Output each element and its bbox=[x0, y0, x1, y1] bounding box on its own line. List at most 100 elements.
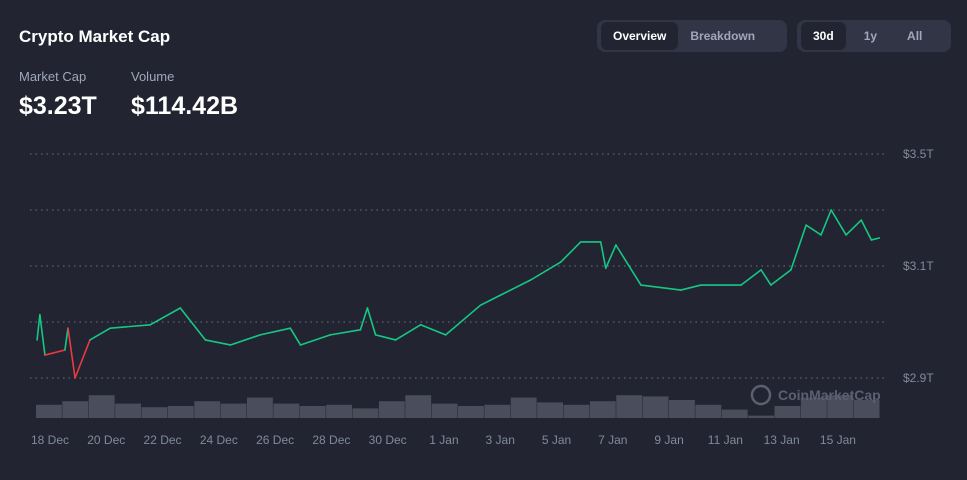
price-line-segment bbox=[149, 307, 182, 326]
market-cap-label: Market Cap bbox=[19, 69, 87, 84]
market-cap-value: $3.23T bbox=[19, 92, 97, 120]
price-line-segment bbox=[64, 327, 69, 351]
y-tick-label: $3.5T bbox=[903, 147, 934, 161]
volume-bar bbox=[247, 397, 273, 418]
volume-bar bbox=[537, 402, 563, 418]
volume-bar bbox=[62, 401, 89, 418]
volume-bar bbox=[563, 404, 590, 418]
price-line-segment bbox=[289, 327, 302, 346]
price-line-segment bbox=[830, 209, 847, 236]
volume-bar bbox=[458, 406, 484, 418]
volume-bar bbox=[88, 395, 115, 418]
volume-bar bbox=[36, 404, 62, 418]
x-tick-label: 22 Dec bbox=[144, 433, 182, 447]
price-line-segment bbox=[89, 327, 112, 341]
volume-bar bbox=[378, 401, 405, 418]
volume-bar bbox=[299, 406, 326, 418]
y-tick-label: $2.9T bbox=[903, 371, 934, 385]
tab-breakdown[interactable]: Breakdown bbox=[690, 29, 756, 43]
price-line-segment bbox=[499, 279, 532, 296]
price-line-segment bbox=[394, 323, 422, 341]
volume-bar bbox=[774, 406, 801, 418]
x-tick-label: 7 Jan bbox=[598, 433, 627, 447]
price-line-segment bbox=[39, 313, 46, 356]
volume-bar bbox=[167, 406, 194, 418]
price-line-segment bbox=[229, 334, 262, 346]
price-line-segment bbox=[680, 284, 702, 291]
price-line-segment bbox=[419, 323, 447, 336]
x-tick-label: 30 Dec bbox=[369, 433, 407, 447]
x-tick-label: 3 Jan bbox=[486, 433, 515, 447]
price-line-segment bbox=[259, 327, 292, 336]
price-line-segment bbox=[374, 334, 397, 341]
volume-bar bbox=[642, 396, 669, 418]
volume-bar bbox=[352, 408, 379, 418]
volume-bar bbox=[194, 401, 221, 418]
volume-bar bbox=[405, 395, 432, 418]
price-line-segment bbox=[790, 224, 807, 271]
volume-bar bbox=[669, 400, 695, 418]
price-line-segment bbox=[870, 237, 881, 241]
volume-bar bbox=[827, 395, 854, 418]
volume-bar bbox=[800, 397, 827, 418]
price-line-segment bbox=[820, 209, 832, 236]
price-line-segment bbox=[67, 327, 76, 379]
price-line-segment bbox=[109, 323, 151, 329]
range-toggle: 30d 1y All bbox=[797, 20, 951, 52]
volume-bar bbox=[431, 403, 458, 418]
price-line-segment bbox=[640, 284, 682, 291]
volume-bar bbox=[484, 404, 511, 418]
volume-value: $114.42B bbox=[131, 92, 239, 120]
volume-bar bbox=[616, 395, 643, 418]
volume-bar bbox=[510, 397, 537, 418]
price-line-segment bbox=[770, 269, 792, 286]
price-line-segment bbox=[366, 307, 377, 336]
price-line-segment bbox=[444, 304, 482, 336]
volume-bar bbox=[326, 404, 352, 418]
price-line-segment bbox=[599, 241, 607, 270]
tab-30d[interactable]: 30d bbox=[801, 22, 846, 50]
view-toggle: Overview Breakdown bbox=[597, 20, 787, 52]
tab-overview[interactable]: Overview bbox=[601, 22, 679, 50]
volume-bar bbox=[273, 403, 300, 418]
page-title: Crypto Market Cap bbox=[19, 27, 171, 46]
price-line-segment bbox=[479, 294, 502, 307]
x-tick-label: 26 Dec bbox=[256, 433, 294, 447]
volume-bar bbox=[589, 401, 616, 418]
price-line-segment bbox=[845, 219, 863, 236]
price-line-segment bbox=[36, 313, 41, 341]
x-tick-label: 18 Dec bbox=[31, 433, 69, 447]
price-line-segment bbox=[529, 261, 562, 281]
price-line-segment bbox=[559, 241, 582, 263]
volume-bar bbox=[748, 415, 774, 418]
tab-all[interactable]: All bbox=[907, 29, 923, 43]
x-tick-label: 20 Dec bbox=[87, 433, 125, 447]
y-tick-label: $3.1T bbox=[903, 259, 934, 273]
price-line-segment bbox=[615, 244, 642, 286]
x-tick-label: 1 Jan bbox=[429, 433, 458, 447]
volume-bar bbox=[721, 409, 748, 418]
tab-1y[interactable]: 1y bbox=[863, 29, 878, 43]
price-line-segment bbox=[204, 339, 232, 346]
price-line-segment bbox=[299, 334, 332, 346]
x-tick-label: 5 Jan bbox=[542, 433, 571, 447]
x-tick-label: 11 Jan bbox=[708, 433, 743, 447]
market-cap-stat: Market Cap $3.23T bbox=[19, 69, 97, 121]
x-tick-label: 13 Jan bbox=[764, 433, 800, 447]
price-line-segment bbox=[604, 244, 617, 270]
x-tick-label: 24 Dec bbox=[200, 433, 238, 447]
x-tick-label: 15 Jan bbox=[820, 433, 856, 447]
price-line-segment bbox=[179, 307, 207, 341]
price-line-segment bbox=[359, 307, 369, 331]
price-line-segment bbox=[44, 349, 66, 356]
price-line-segment bbox=[740, 269, 762, 286]
volume-bar bbox=[220, 403, 247, 418]
x-tick-label: 28 Dec bbox=[312, 433, 350, 447]
volume-bar bbox=[141, 407, 168, 418]
x-tick-label: 9 Jan bbox=[654, 433, 683, 447]
price-line-segment bbox=[860, 219, 873, 241]
price-line-segment bbox=[74, 339, 91, 379]
volume-bar bbox=[853, 400, 880, 418]
volume-bar bbox=[115, 403, 141, 418]
